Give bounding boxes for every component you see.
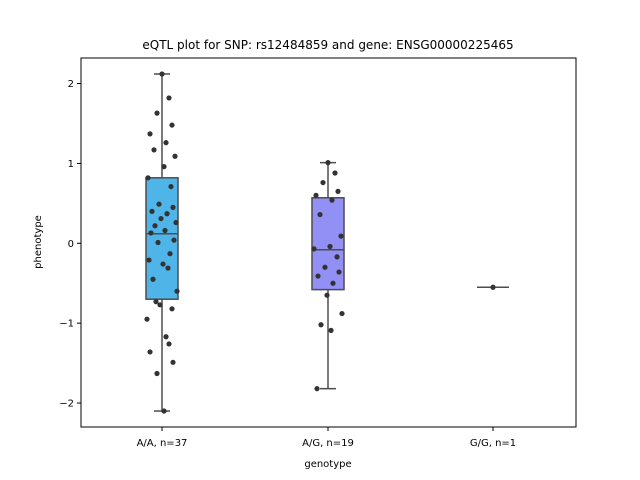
data-point <box>168 183 174 190</box>
data-point <box>149 208 155 214</box>
x-tick-label: A/A, n=37 <box>137 438 188 449</box>
data-point <box>336 269 342 275</box>
data-point <box>161 164 167 170</box>
data-point <box>327 243 333 250</box>
data-point <box>173 219 179 226</box>
data-point <box>171 237 177 243</box>
data-point <box>146 257 152 263</box>
data-point <box>151 147 157 153</box>
box-group <box>144 71 180 414</box>
data-point <box>164 211 170 217</box>
y-tick-label: −2 <box>59 399 74 410</box>
data-point <box>150 276 156 282</box>
data-point <box>170 359 176 365</box>
data-point <box>332 170 338 176</box>
data-point <box>159 71 165 77</box>
data-point <box>339 310 345 317</box>
data-point <box>156 201 162 207</box>
data-point <box>163 140 169 146</box>
data-point <box>324 292 330 298</box>
data-point <box>490 284 496 290</box>
data-point <box>166 95 172 101</box>
data-point <box>170 204 176 210</box>
data-point <box>311 246 317 252</box>
data-point <box>334 254 340 260</box>
data-point <box>163 334 169 340</box>
data-point <box>169 122 175 128</box>
data-point <box>165 265 171 271</box>
data-point <box>154 370 160 377</box>
axes: −2 −1 0 1 2 A/A, n=37 A/G, n=19 G/G, n=1 <box>59 79 516 449</box>
data-point <box>329 197 335 203</box>
data-point <box>158 215 164 222</box>
data-point <box>174 288 180 294</box>
box-group <box>311 160 345 392</box>
data-point <box>161 408 167 414</box>
data-point <box>325 160 331 166</box>
data-point <box>154 110 160 116</box>
data-point <box>320 179 326 186</box>
data-point <box>160 261 166 267</box>
data-point <box>169 306 175 312</box>
data-point <box>148 230 154 236</box>
y-tick-label: 0 <box>68 239 74 250</box>
data-point <box>317 211 323 218</box>
data-point <box>330 280 336 286</box>
data-point <box>144 316 150 322</box>
data-point <box>147 131 153 137</box>
data-point <box>147 349 153 355</box>
data-point <box>318 322 324 328</box>
data-point <box>152 223 158 229</box>
data-point <box>322 264 328 270</box>
x-tick-label: G/G, n=1 <box>470 438 516 449</box>
y-tick-label: −1 <box>59 319 74 330</box>
x-tick-label: A/G, n=19 <box>302 438 354 449</box>
plot-area <box>144 71 509 414</box>
data-point <box>315 273 321 279</box>
x-axis-label: genotype <box>304 459 351 470</box>
chart-title: eQTL plot for SNP: rs12484859 and gene: … <box>142 38 513 52</box>
data-point <box>338 233 344 239</box>
data-point <box>314 386 320 392</box>
data-point <box>328 327 334 333</box>
data-point <box>172 153 178 159</box>
data-point <box>155 239 161 246</box>
y-axis-label: phenotype <box>33 215 44 269</box>
data-point <box>313 192 319 198</box>
box-group <box>477 284 509 290</box>
data-point <box>167 251 173 257</box>
y-tick-label: 1 <box>68 159 74 170</box>
data-point <box>153 299 159 305</box>
data-point <box>145 175 151 181</box>
data-point <box>162 227 168 234</box>
data-point <box>157 302 163 308</box>
data-point <box>166 341 172 347</box>
data-point <box>335 188 341 194</box>
y-tick-label: 2 <box>68 79 74 90</box>
